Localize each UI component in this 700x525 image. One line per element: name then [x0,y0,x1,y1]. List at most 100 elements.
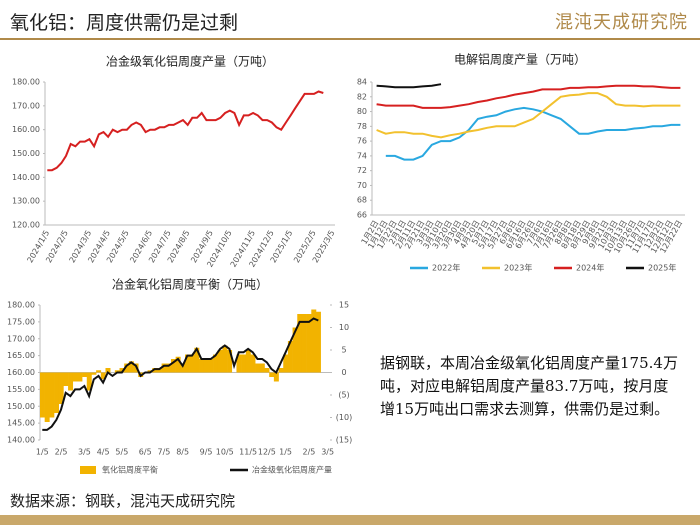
bar [170,359,176,373]
slide-title: 氧化铝：周度供需仍是过剩 [10,12,239,34]
x-tick-label: 8/5 [176,448,189,457]
bar [287,341,293,373]
bar [264,368,270,373]
y2-tick-label: 5 [341,346,346,355]
bar [124,363,130,373]
series-line [42,317,319,431]
y2-tick-label: 0 [341,368,346,377]
x-tick-label: 2/5 [303,448,316,457]
y-tick-label: 76 [357,137,367,146]
x-tick-label: 9/5 [200,448,213,457]
y-tick-label: 70 [357,181,367,190]
series-line [385,106,681,161]
bar [91,372,97,375]
bar [152,368,158,373]
y-tick-label: 140.00 [12,173,40,182]
bar [250,354,256,373]
bar [273,372,279,382]
y-tick-label: 150.00 [7,402,35,411]
bar [175,356,181,373]
y-tick-label: 68 [357,196,367,205]
bar [236,354,242,373]
bar [100,372,106,380]
bar [119,368,125,373]
bar [217,350,223,373]
logo: 混沌天成研究院 [555,12,688,33]
legend-label: 2022年 [432,263,460,273]
bar [72,372,78,382]
y-tick-label: 155.00 [7,385,35,394]
y-tick-label: 72 [357,166,367,175]
bar [278,368,284,373]
bar [166,363,172,373]
x-tick-label: 10/5 [216,448,234,457]
y-tick-label: 180.00 [12,78,40,87]
y-tick-label: 175.00 [7,317,35,326]
bar [245,350,251,373]
legend-label: 2025年 [648,263,676,273]
y2-tick-label: (15) [336,436,352,445]
legend-label: 冶金级氧化铝周度产量 [252,465,332,475]
x-tick-label: 3/5 [78,448,91,457]
bar [58,372,64,404]
x-tick-label: 11/5 [239,448,257,457]
bar [185,354,190,373]
bar [199,359,205,373]
series-line [376,92,681,139]
y-tick-label: 120.00 [12,221,40,230]
bar [189,354,195,373]
header-rule [0,38,700,40]
bar [227,350,233,373]
y-tick-label: 74 [357,151,367,160]
source: 数据来源：钢联，混沌天成研究院 [10,492,236,510]
bar [311,309,317,373]
bar [203,359,209,373]
legend-label: 氧化铝周度平衡 [102,465,158,475]
x-tick-label: 7/5 [158,448,171,457]
series-line [376,84,681,109]
y2-tick-label: 10 [339,323,349,332]
x-tick-label: 3/5 [321,448,334,457]
bar [283,354,289,373]
bar [255,363,261,373]
bar [128,361,134,373]
bar [297,314,303,373]
bar [259,363,265,373]
bar [77,372,83,382]
bar [96,370,102,373]
bar [68,372,74,391]
bar [44,372,50,422]
bar [208,359,214,373]
bar [40,372,45,418]
bar [49,372,55,418]
chart-title: 冶金氧化铝周度平衡（万吨） [112,277,268,292]
bar [63,372,69,386]
legend-swatch [80,466,96,474]
bar [86,372,92,391]
y-tick-label: 150.00 [12,149,40,158]
bar [222,345,228,373]
bar [292,327,298,373]
x-tick-label: 4/5 [97,448,110,457]
y-tick-label: 78 [357,122,367,131]
bar [54,372,60,413]
x-tick-label: 1/5 [36,448,49,457]
x-tick-label: 5/5 [115,448,128,457]
y-tick-label: 66 [357,211,367,220]
x-tick-label: 1/5 [279,448,292,457]
y-tick-label: 84 [357,78,367,87]
chart-title: 冶金级氧化铝周度产量（万吨） [106,54,274,69]
y-tick-label: 180.00 [7,301,35,310]
x-tick-label: 6/5 [139,448,152,457]
bar [194,347,200,373]
y-tick-label: 170.00 [12,101,40,110]
x-tick-label: 2/5 [55,448,68,457]
bar [105,368,111,373]
bar [306,314,312,373]
y-tick-label: 130.00 [12,197,40,206]
y-tick-label: 170.00 [7,334,35,343]
bar [315,311,321,373]
bar [180,363,186,373]
